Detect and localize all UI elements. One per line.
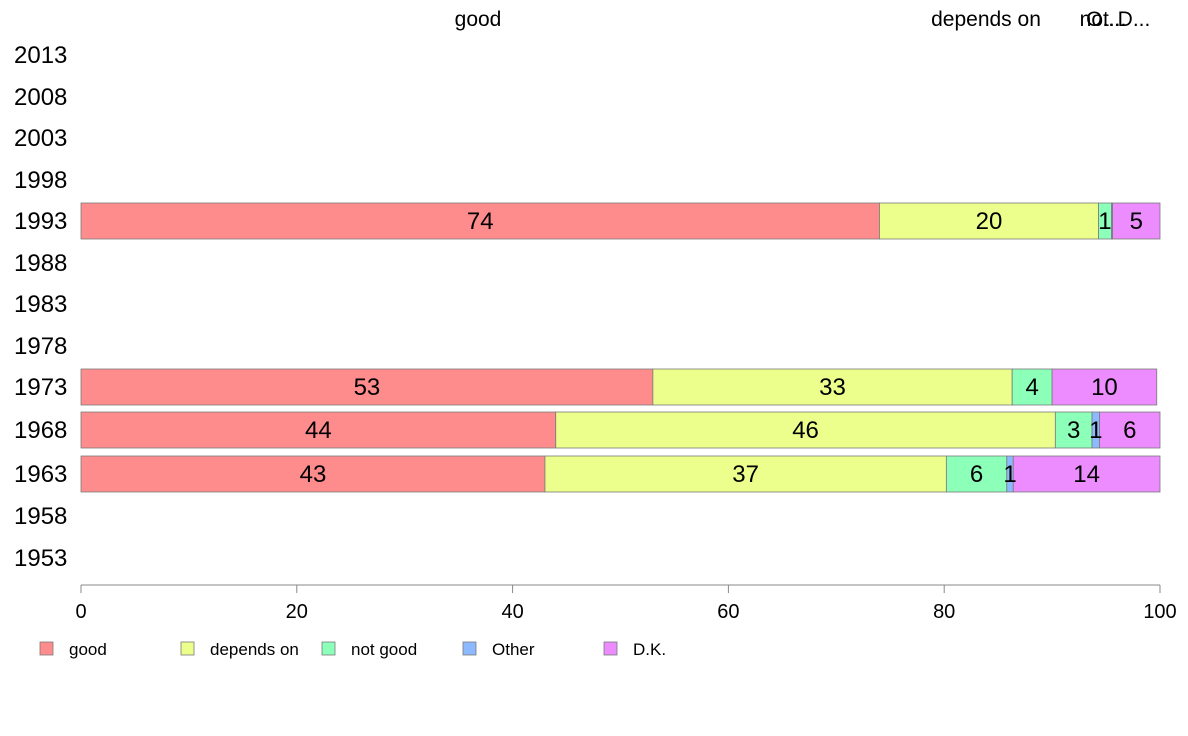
bar-1973-d-k- bbox=[1051, 368, 1158, 406]
y-tick-label-1963: 1963 bbox=[14, 461, 67, 488]
data-label-1963-other: 1 bbox=[1003, 461, 1016, 488]
x-tick-label-40: 40 bbox=[501, 601, 523, 623]
data-label-1993-not-good: 1 bbox=[1098, 208, 1111, 235]
y-tick-label-1953: 1953 bbox=[14, 545, 67, 572]
data-label-1968-good: 44 bbox=[305, 417, 332, 444]
legend-swatch-depends-on bbox=[180, 641, 195, 656]
data-label-1993-depends-on: 20 bbox=[976, 208, 1003, 235]
x-tick-label-80: 80 bbox=[933, 601, 955, 623]
y-tick-label-1988: 1988 bbox=[14, 250, 67, 277]
y-axis-labels: 2013 2008 2003 1998 1993 1988 1983 1978 1973 1968… bbox=[14, 42, 67, 572]
top-label-3: O... bbox=[1086, 8, 1120, 31]
y-tick-label-1978: 1978 bbox=[14, 333, 67, 360]
x-tick-label-60: 60 bbox=[717, 601, 739, 623]
x-tick-label-100: 100 bbox=[1143, 601, 1176, 623]
legend-swatch-d-k- bbox=[603, 641, 618, 656]
x-tick-label-20: 20 bbox=[286, 601, 308, 623]
bar-1968-depends-on bbox=[555, 411, 1056, 449]
data-label-1973-not-good: 4 bbox=[1025, 374, 1038, 401]
data-label-1968-not-good: 3 bbox=[1067, 417, 1080, 444]
legend: good depends on not good Other D.K. bbox=[39, 640, 666, 659]
bar-1968-not-good bbox=[1054, 411, 1093, 449]
data-label-1993-good: 74 bbox=[467, 208, 494, 235]
bar-1968-good bbox=[80, 411, 557, 449]
data-label-1963-depends-on: 37 bbox=[732, 461, 759, 488]
top-category-labels: good depends on not...O...D... bbox=[455, 8, 1151, 31]
top-label-0: good bbox=[455, 8, 502, 31]
y-tick-label-1973: 1973 bbox=[14, 374, 67, 401]
bar-1993-depends-on bbox=[879, 202, 1099, 240]
legend-label-other: Other bbox=[492, 640, 535, 659]
bar-1963-d-k- bbox=[1012, 455, 1161, 493]
y-tick-label-2013: 2013 bbox=[14, 42, 67, 69]
data-label-1963-good: 43 bbox=[300, 461, 327, 488]
y-tick-label-1983: 1983 bbox=[14, 291, 67, 318]
y-tick-label-1958: 1958 bbox=[14, 503, 67, 530]
x-axis: 0 20 40 60 80 100 bbox=[75, 584, 1177, 623]
data-label-1973-depends-on: 33 bbox=[819, 374, 846, 401]
legend-label-not-good: not good bbox=[351, 640, 417, 659]
top-label-1: depends on bbox=[931, 8, 1041, 31]
bar-1993-d-k- bbox=[1112, 202, 1161, 240]
legend-label-d-k-: D.K. bbox=[633, 640, 666, 659]
y-tick-label-1998: 1998 bbox=[14, 167, 67, 194]
data-label-1963-not-good: 6 bbox=[970, 461, 983, 488]
bar-1963-good bbox=[80, 455, 546, 493]
legend-swatch-other bbox=[462, 641, 477, 656]
bar-1973-not-good bbox=[1011, 368, 1053, 406]
data-label-1963-d-k-: 14 bbox=[1073, 461, 1100, 488]
bar-1968-d-k- bbox=[1099, 411, 1161, 449]
y-tick-label-2003: 2003 bbox=[14, 125, 67, 152]
top-label-4: D... bbox=[1118, 8, 1151, 31]
bar-1963-depends-on bbox=[544, 455, 947, 493]
y-tick-label-2008: 2008 bbox=[14, 84, 67, 111]
data-label-1968-other: 1 bbox=[1089, 417, 1102, 444]
y-tick-label-1993: 1993 bbox=[14, 208, 67, 235]
data-label-1968-d-k-: 6 bbox=[1123, 417, 1136, 444]
bar-1973-depends-on bbox=[652, 368, 1013, 406]
data-label-1968-depends-on: 46 bbox=[792, 417, 819, 444]
data-label-1973-good: 53 bbox=[354, 374, 381, 401]
legend-swatch-good bbox=[39, 641, 54, 656]
data-label-1993-d-k-: 5 bbox=[1130, 208, 1143, 235]
legend-label-depends-on: depends on bbox=[210, 640, 299, 659]
x-tick-label-0: 0 bbox=[75, 601, 86, 623]
top-label-2: not... bbox=[1080, 8, 1127, 31]
legend-label-good: good bbox=[69, 640, 107, 659]
y-tick-label-1968: 1968 bbox=[14, 417, 67, 444]
bar-1963-not-good bbox=[945, 455, 1008, 493]
data-label-1973-d-k-: 10 bbox=[1091, 374, 1118, 401]
legend-swatch-not-good bbox=[321, 641, 336, 656]
